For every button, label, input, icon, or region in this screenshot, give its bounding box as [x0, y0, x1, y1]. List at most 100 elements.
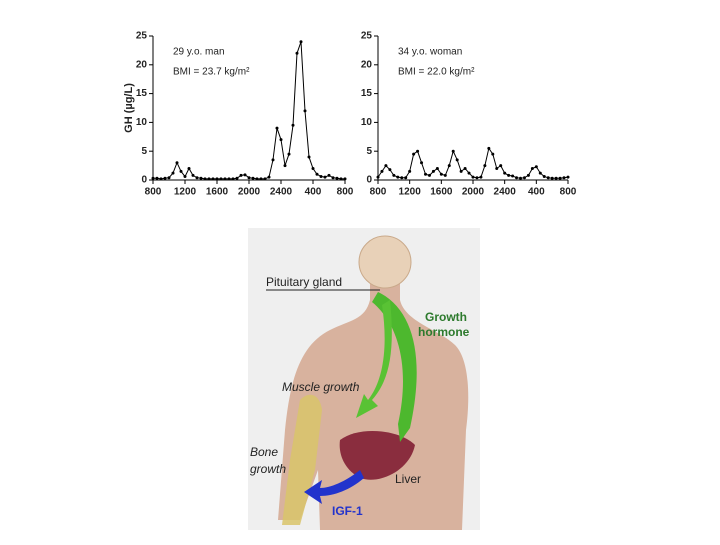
igf-arrow	[304, 470, 364, 504]
x-tick-label: 1600	[206, 187, 229, 198]
data-point	[380, 169, 384, 173]
data-point	[562, 176, 566, 180]
data-point	[546, 176, 550, 180]
data-point	[443, 173, 447, 177]
data-point	[542, 175, 546, 179]
y-tick-label: 5	[366, 146, 372, 157]
data-point	[530, 166, 534, 170]
data-point	[195, 176, 199, 180]
data-point	[275, 126, 279, 130]
data-point	[447, 164, 451, 168]
data-point	[455, 158, 459, 162]
data-point	[167, 176, 171, 180]
data-point	[376, 175, 380, 179]
y-tick-label: 15	[361, 88, 373, 99]
chart: 0 5 10 15 20 25 800 1200 1600 2000 2400 400 800 GH (µ…	[123, 31, 354, 198]
y-tick-label: 10	[136, 117, 148, 128]
data-point	[339, 177, 343, 181]
pituitary-label: Pituitary gland	[266, 275, 342, 289]
data-point	[479, 175, 483, 179]
muscle-label: Muscle growth	[282, 380, 360, 394]
y-tick-label: 0	[366, 175, 372, 186]
data-point	[267, 175, 271, 179]
data-point	[335, 176, 339, 180]
data-point	[388, 168, 392, 172]
data-point	[211, 177, 215, 181]
data-point	[227, 177, 231, 181]
data-point	[522, 176, 526, 180]
data-point	[187, 166, 191, 170]
x-tick-label: 400	[528, 187, 545, 198]
data-point	[463, 166, 467, 170]
y-tick-label: 0	[141, 175, 147, 186]
data-point	[151, 176, 155, 180]
data-point	[223, 177, 227, 181]
data-point	[487, 146, 491, 150]
body-silhouette	[278, 270, 469, 530]
y-tick-label: 25	[136, 31, 148, 42]
growth-hormone-label: Growth	[425, 310, 467, 324]
data-point	[279, 138, 283, 142]
data-point	[439, 172, 443, 176]
data-point	[558, 176, 562, 180]
data-point	[408, 169, 412, 173]
data-point	[420, 161, 424, 165]
data-point	[343, 177, 347, 181]
data-point	[299, 40, 303, 44]
data-point	[503, 171, 507, 175]
liver	[339, 430, 415, 480]
data-point	[416, 149, 420, 153]
data-point	[475, 176, 479, 180]
data-point	[163, 176, 167, 180]
data-point	[534, 165, 538, 169]
data-point	[263, 177, 267, 181]
data-point	[404, 176, 408, 180]
data-point	[412, 152, 416, 156]
data-point	[427, 173, 431, 177]
muscle-arrow	[356, 300, 392, 418]
data-point	[219, 177, 223, 181]
data-point	[511, 174, 515, 178]
data-point	[203, 177, 207, 181]
data-point	[392, 173, 396, 177]
annotation: BMI = 22.0 kg/m²	[398, 67, 475, 78]
y-tick-label: 25	[361, 31, 373, 42]
data-point	[155, 176, 159, 180]
annotation: 34 y.o. woman	[398, 47, 462, 58]
brain	[358, 235, 412, 289]
x-tick-label: 2400	[494, 187, 517, 198]
data-point	[243, 173, 247, 177]
x-tick-label: 2400	[270, 187, 293, 198]
data-point	[191, 173, 195, 177]
data-point	[159, 177, 163, 181]
data-point	[471, 175, 475, 179]
data-point	[199, 176, 203, 180]
x-tick-label: 2000	[238, 187, 261, 198]
data-point	[538, 171, 542, 175]
series-line	[153, 41, 345, 180]
data-point	[315, 172, 319, 176]
data-point	[255, 177, 259, 181]
data-point	[311, 166, 315, 170]
y-tick-label: 10	[361, 117, 373, 128]
data-point	[323, 175, 327, 179]
data-point	[451, 149, 455, 153]
data-point	[235, 176, 239, 180]
data-point	[483, 164, 487, 168]
data-point	[327, 173, 331, 177]
data-point	[175, 161, 179, 165]
data-point	[295, 51, 299, 55]
x-tick-label: 1200	[399, 187, 422, 198]
data-point	[283, 164, 287, 168]
x-tick-label: 800	[370, 187, 387, 198]
data-point	[319, 175, 323, 179]
y-tick-label: 20	[136, 59, 148, 70]
x-tick-label: 1200	[174, 187, 197, 198]
x-tick-label: 800	[560, 187, 577, 198]
data-point	[566, 175, 570, 179]
x-tick-label: 800	[337, 187, 354, 198]
data-point	[424, 172, 427, 176]
data-point	[291, 123, 295, 127]
x-tick-label: 800	[145, 187, 162, 198]
arm-bone	[282, 394, 322, 525]
